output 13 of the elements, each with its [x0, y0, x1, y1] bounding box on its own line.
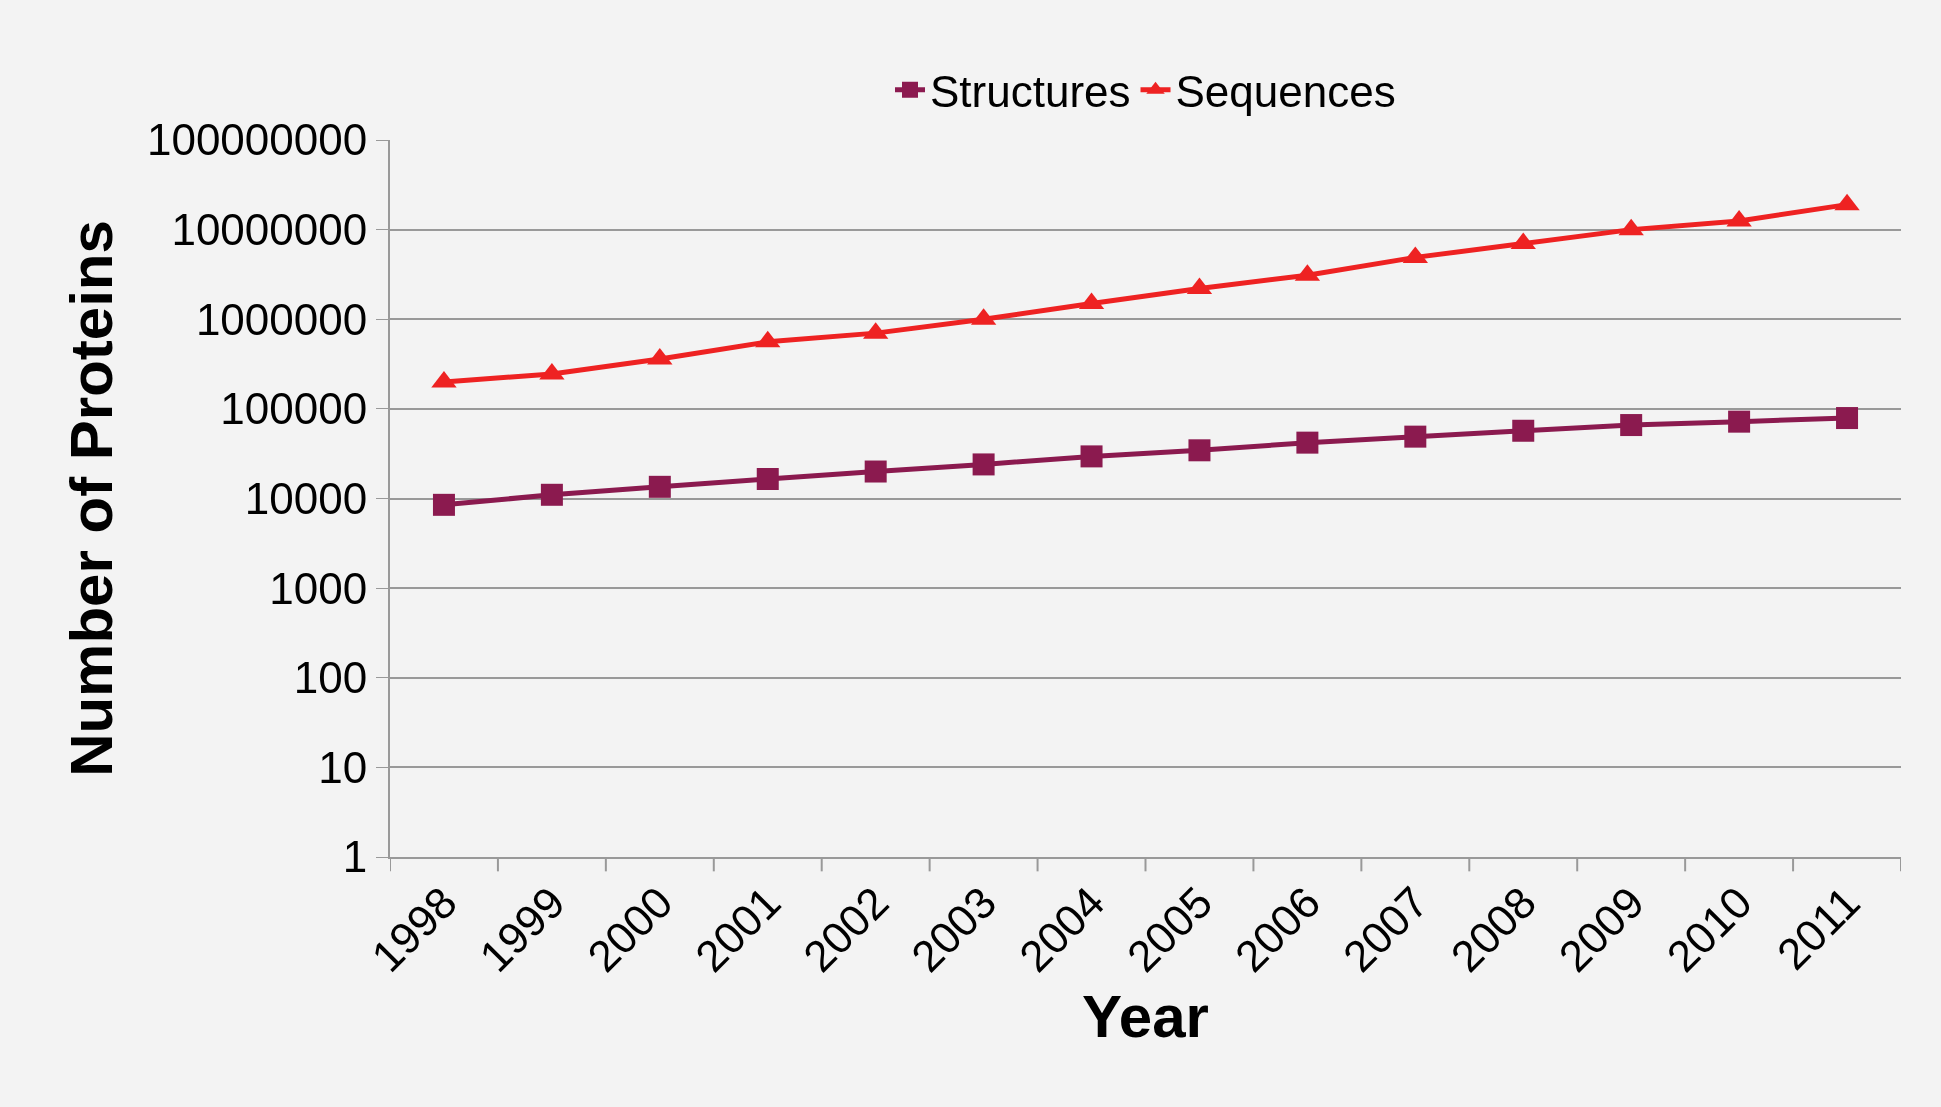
- y-tick-label: 10000000: [171, 205, 368, 255]
- y-tick-label: 10: [318, 742, 368, 792]
- x-axis-title: Year: [1082, 982, 1209, 1050]
- y-tick-label: 100000: [220, 384, 368, 434]
- legend-label: Sequences: [1175, 66, 1396, 116]
- y-tick-label: 100: [293, 653, 368, 703]
- legend-label: Structures: [930, 66, 1131, 116]
- y-tick-label: 1000000: [195, 294, 368, 344]
- y-axis-title: Number of Proteins: [57, 220, 125, 777]
- y-tick-label: 100000000: [146, 115, 368, 165]
- y-tick-label: 10000: [244, 473, 368, 523]
- y-tick-label: 1000: [269, 563, 368, 613]
- y-tick-label: 1: [342, 832, 368, 882]
